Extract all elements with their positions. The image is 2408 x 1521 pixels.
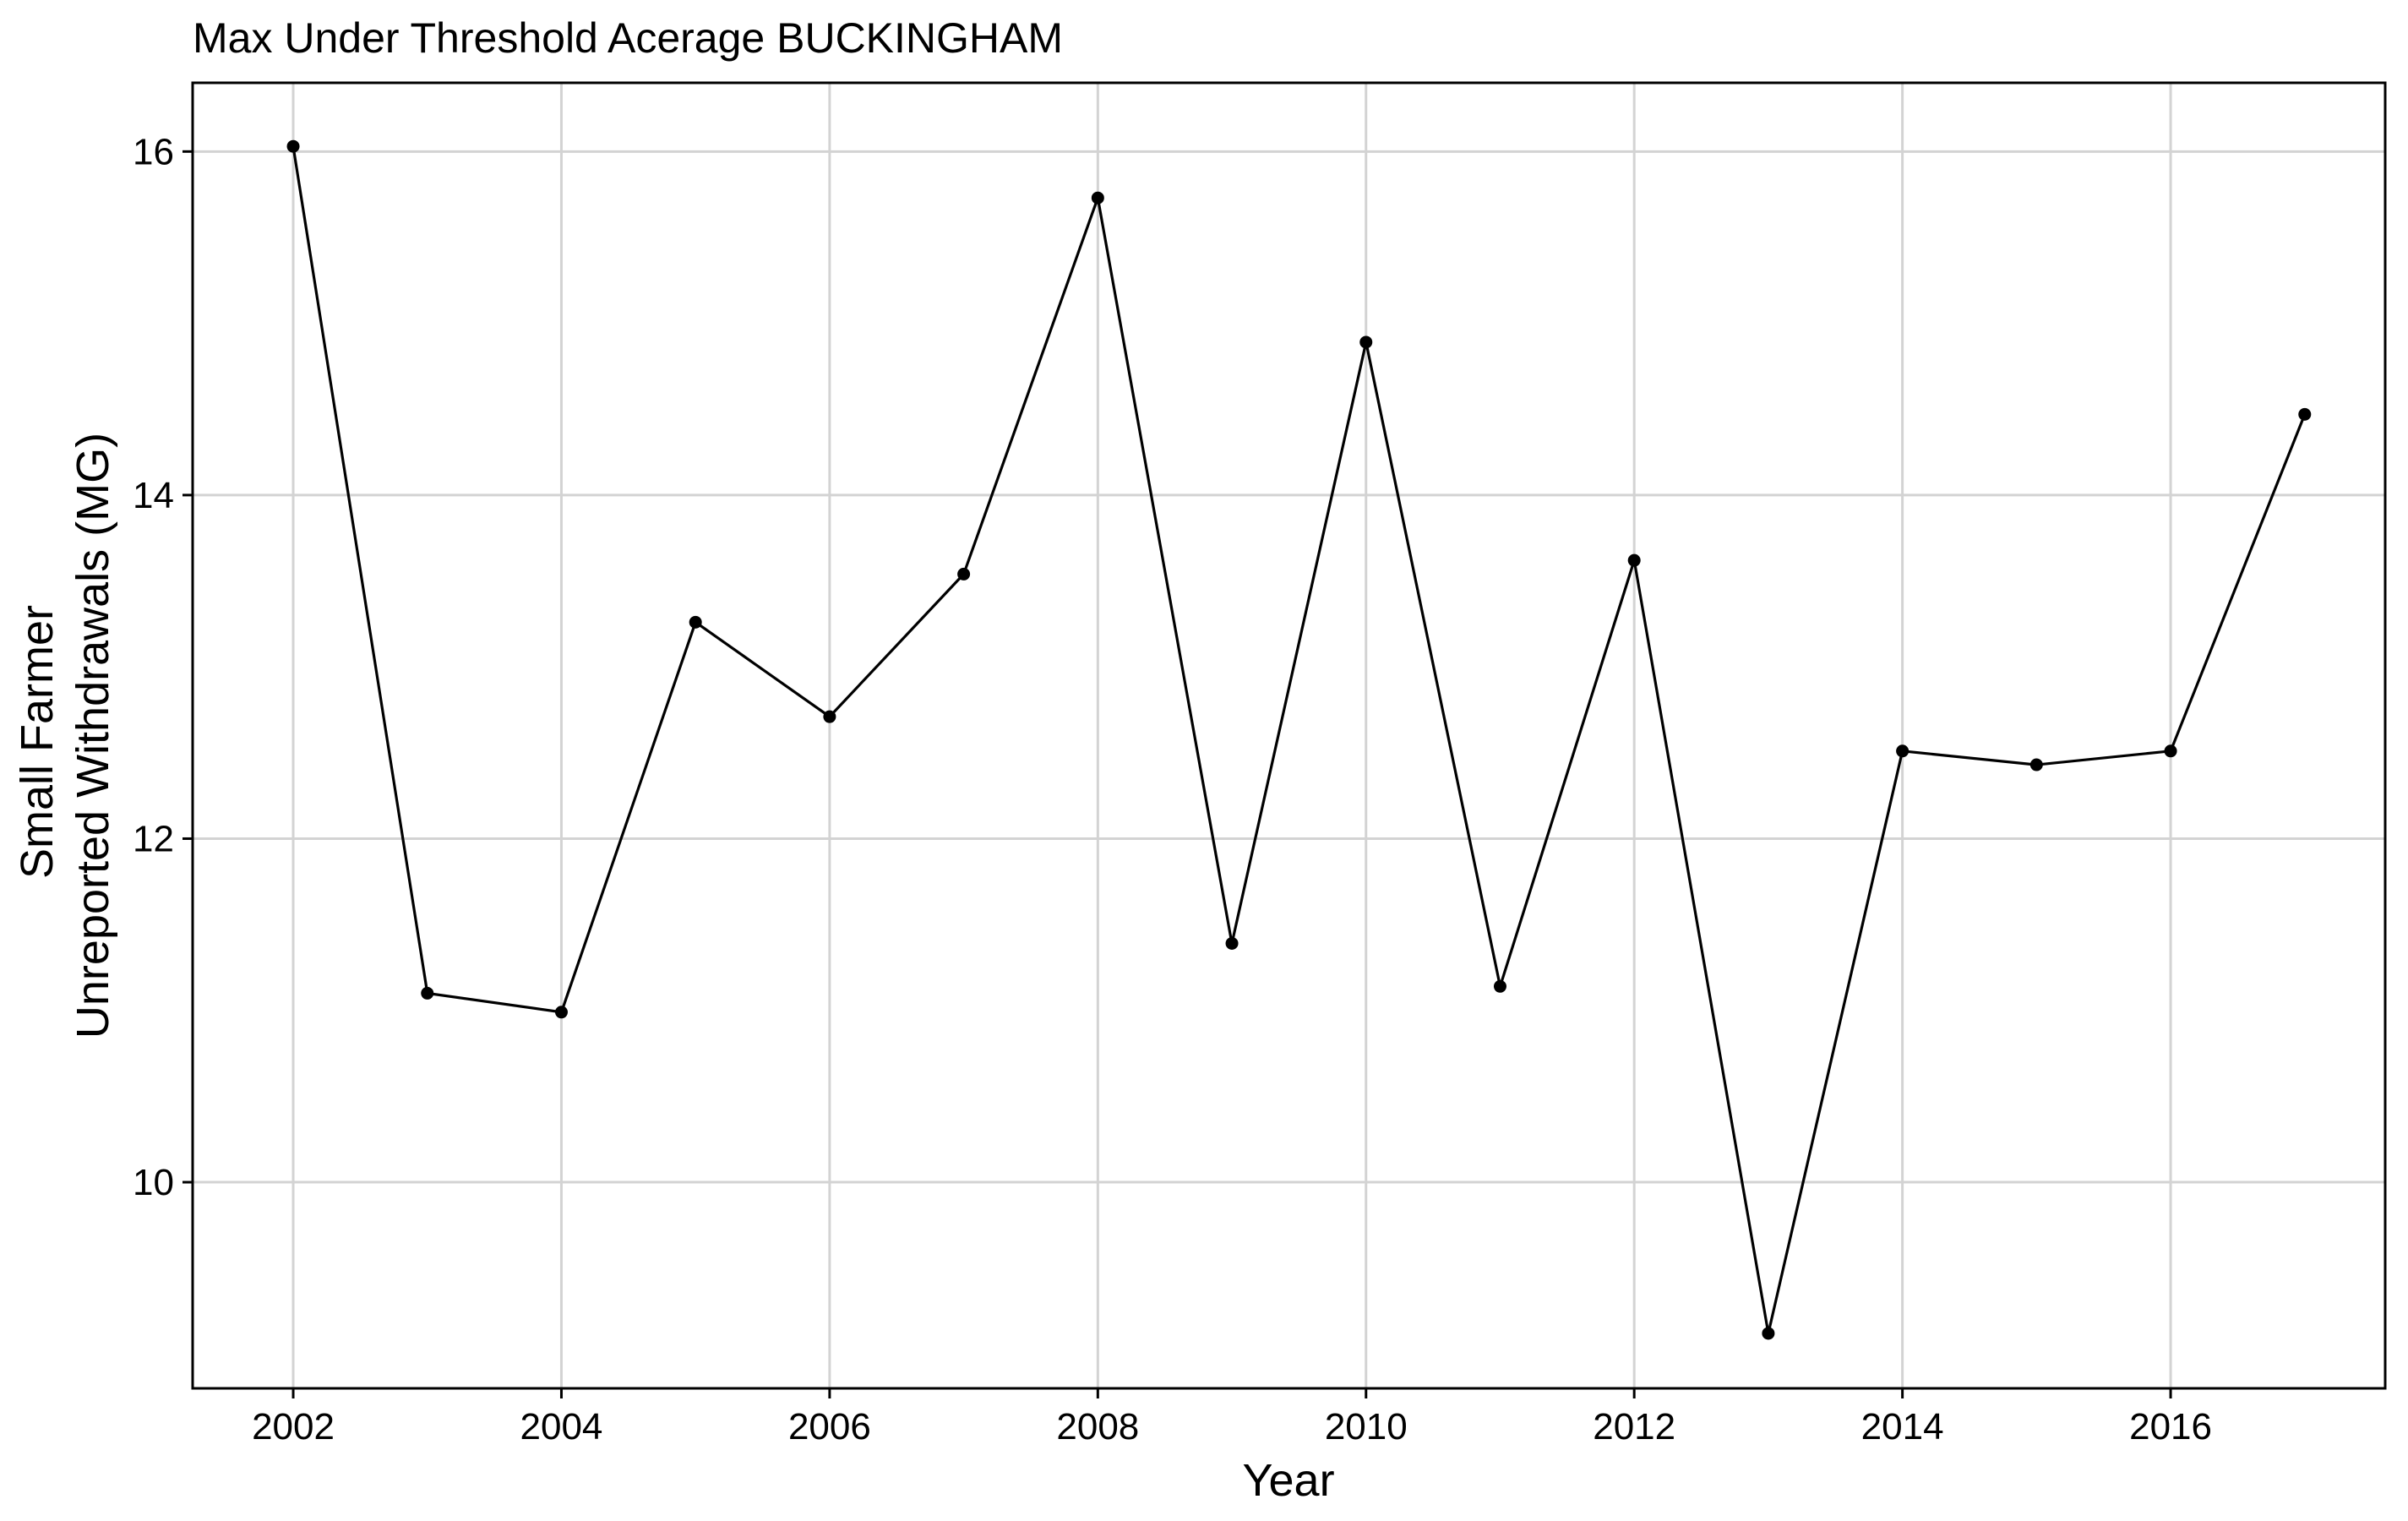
data-point: [1762, 1327, 1775, 1340]
data-point: [957, 567, 971, 581]
data-point: [823, 710, 836, 723]
data-point: [1225, 936, 1239, 950]
data-point: [1627, 553, 1641, 567]
data-point: [554, 1006, 568, 1019]
data-point: [2298, 407, 2312, 421]
data-point: [2164, 744, 2177, 758]
data-point: [1896, 744, 1910, 758]
data-point: [1359, 335, 1373, 349]
data-point: [286, 139, 300, 153]
axes: 2002 2004 2006 2008 2010 2012 2014 2016 10 12 14 16: [133, 131, 2212, 1447]
data-point: [1091, 191, 1104, 204]
y-axis-title: Small Farmer Unreported Withdrawals (MG): [12, 433, 118, 1039]
data-point: [689, 615, 702, 629]
y-axis-title-line-1: Small Farmer: [12, 605, 63, 879]
y-tick-label: 16: [133, 131, 174, 172]
x-tick-label: 2012: [1593, 1406, 1675, 1447]
x-tick-label: 2016: [2129, 1406, 2212, 1447]
y-tick-label: 14: [133, 475, 174, 516]
plot-panel-border: [191, 81, 2387, 1390]
data-point: [2029, 758, 2043, 771]
x-tick-label: 2002: [252, 1406, 335, 1447]
x-tick-label: 2010: [1325, 1406, 1408, 1447]
data-point: [1493, 979, 1506, 993]
series-line: [291, 145, 2307, 1334]
x-tick-label: 2014: [1861, 1406, 1944, 1447]
x-tick-label: 2006: [788, 1406, 871, 1447]
grid: [193, 83, 2385, 1388]
y-axis-title-line-2: Unreported Withdrawals (MG): [68, 433, 118, 1039]
x-tick-label: 2004: [520, 1406, 603, 1447]
y-tick-label: 10: [133, 1162, 174, 1203]
series: [286, 139, 2312, 1340]
chart-title: Max Under Threshold Acerage BUCKINGHAM: [193, 14, 1063, 62]
x-tick-label: 2008: [1056, 1406, 1139, 1447]
x-axis-title: Year: [1242, 1455, 1334, 1506]
y-tick-label: 12: [133, 818, 174, 859]
data-point: [421, 986, 434, 1000]
